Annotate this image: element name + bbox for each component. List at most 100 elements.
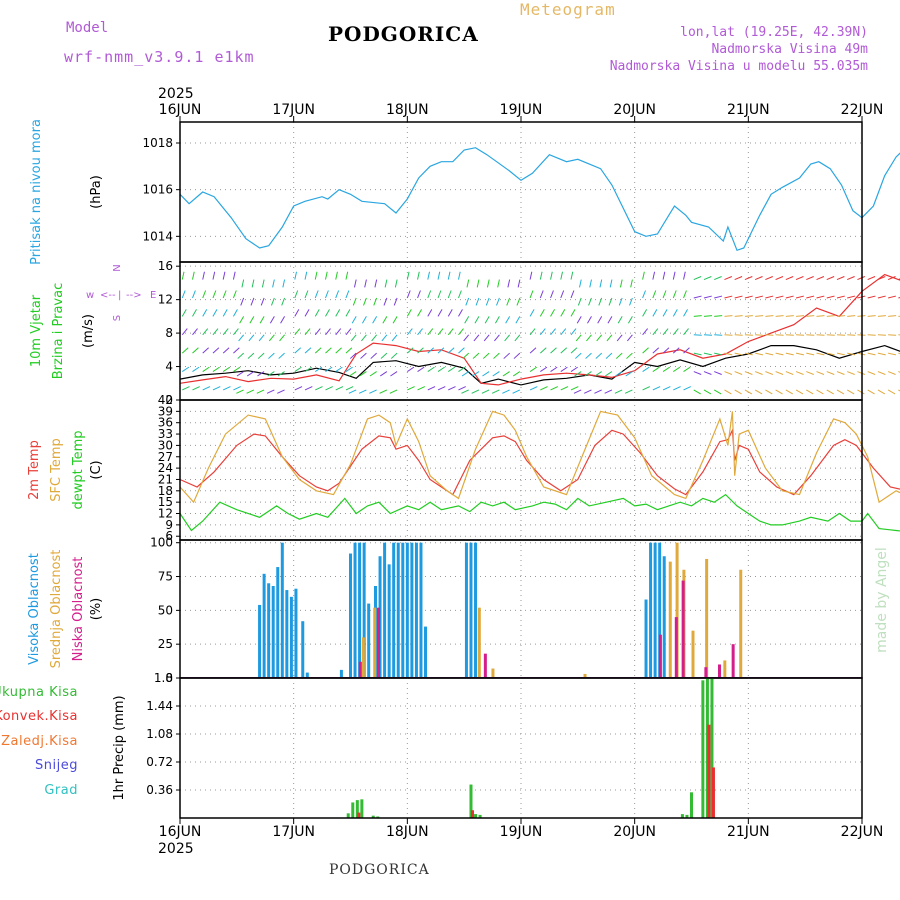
wind-arrow [693, 371, 702, 375]
wind-arrow [507, 279, 511, 288]
clouds-bar [353, 542, 357, 678]
wind-arrow [349, 371, 357, 377]
wind-arrow [573, 389, 582, 394]
clouds-bar [583, 673, 587, 678]
clouds-bar [294, 588, 298, 678]
wind-arrow [358, 389, 367, 394]
clouds-bar [674, 617, 678, 678]
y-tick-label: 42 [158, 393, 173, 407]
wind-arrow [373, 297, 378, 306]
wind-arrow [181, 347, 189, 354]
panel-label: dewpt Temp [71, 430, 86, 509]
x-tick-label-bottom: 19JUN [500, 824, 543, 840]
wind-arrow [249, 316, 255, 324]
wind-arrow [703, 334, 713, 336]
compass-left-arrow: <-- [100, 290, 116, 301]
wind-arrow [359, 371, 367, 377]
wind-arrow [629, 297, 633, 306]
wind-arrow [550, 290, 554, 299]
wind-arrow [604, 371, 613, 377]
clouds-bar [358, 542, 362, 678]
clouds-bar [362, 542, 366, 678]
wind-arrow [724, 352, 733, 356]
clouds-bar [477, 607, 481, 678]
wind-arrow [616, 334, 623, 342]
wind-arrow [765, 276, 773, 281]
clouds-bar [258, 604, 262, 678]
wind-arrow [417, 309, 422, 317]
wind-arrow [314, 290, 319, 299]
wind-arrow [280, 316, 286, 324]
wind-arrow [734, 352, 743, 356]
y-tick-label: 1016 [142, 183, 173, 197]
wind-arrow [483, 334, 490, 342]
wind-arrow [796, 334, 805, 336]
wind-arrow [806, 389, 814, 395]
wind-arrow [795, 352, 804, 356]
wind-arrow [642, 328, 649, 336]
wind-arrow [775, 389, 783, 395]
wind-arrow [345, 347, 353, 354]
wind-arrow [491, 389, 500, 394]
wind-arrow [724, 334, 733, 336]
wind-arrow [595, 352, 603, 359]
wind-arrow [662, 271, 666, 280]
wind-arrow [304, 290, 309, 299]
wind-arrow [816, 352, 825, 356]
wind-arrow [427, 309, 433, 317]
wind-arrow [765, 334, 774, 336]
wind-arrow [630, 279, 633, 288]
wind-arrow [315, 386, 323, 391]
wind-arrow [765, 389, 773, 395]
wind-arrow [775, 352, 784, 356]
wind-arrow [390, 352, 398, 359]
clouds-bar [424, 626, 428, 678]
wind-arrow [458, 386, 466, 391]
wind-arrow [606, 334, 613, 342]
wind-arrow [304, 347, 312, 354]
wind-arrow [744, 315, 753, 317]
wind-arrow [775, 276, 784, 281]
clouds-bar [276, 567, 280, 678]
wind-arrow [642, 290, 646, 299]
wind-arrow [693, 276, 702, 281]
clouds-bar [377, 607, 381, 678]
wind-arrow [617, 316, 623, 324]
wind-arrow [325, 309, 330, 317]
wind-arrow [744, 334, 753, 336]
wind-arrow [437, 347, 445, 354]
precip-bar [685, 814, 689, 818]
wind-arrow [379, 389, 388, 394]
wind-arrow [796, 315, 805, 317]
clouds-bar [649, 542, 653, 678]
wind-arrow [754, 389, 763, 395]
wind-arrow [599, 279, 603, 288]
wind-arrow [222, 309, 228, 317]
wind-arrow [390, 371, 398, 377]
wind-arrow [847, 334, 856, 336]
y-tick-label: 12 [158, 293, 173, 307]
wind-arrow [475, 297, 480, 306]
wind-arrow [683, 328, 689, 336]
wind-arrow [847, 276, 855, 281]
wind-arrow [626, 352, 633, 359]
wind-arrow [765, 352, 774, 356]
wind-arrow [294, 271, 298, 280]
wind-arrow [662, 290, 667, 299]
wind-arrow [529, 366, 538, 372]
wind-arrow [608, 297, 613, 306]
wind-arrow [560, 347, 568, 354]
precip-bar [346, 813, 350, 818]
wind-arrow [560, 386, 569, 391]
wind-arrow [765, 315, 774, 317]
wind-arrow [765, 371, 774, 375]
wind-arrow [529, 290, 534, 299]
wind-arrow [335, 347, 342, 354]
wind-arrow [484, 316, 490, 324]
wind-arrow [471, 389, 480, 394]
y-tick-label: 4 [165, 360, 173, 374]
wind-arrow [294, 328, 301, 336]
wind-arrow [570, 290, 575, 299]
wind-arrow [867, 295, 876, 299]
wind-arrow [560, 271, 563, 280]
